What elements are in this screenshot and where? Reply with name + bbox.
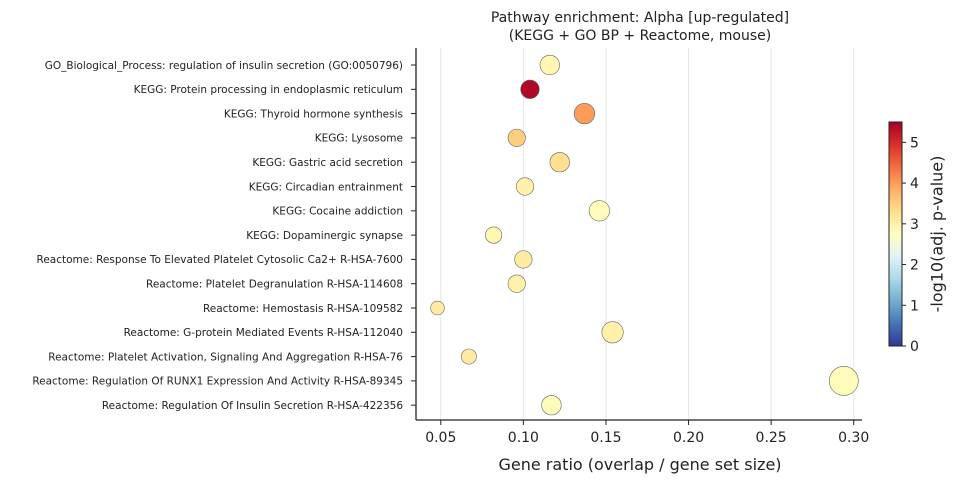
data-point <box>507 128 526 147</box>
data-point <box>588 200 610 222</box>
colorbar: 0 1 2 3 4 5 <box>888 121 919 355</box>
data-point <box>601 321 624 344</box>
x-tick-label: 0.30 <box>838 430 869 446</box>
data-point <box>460 348 477 365</box>
data-point <box>541 395 562 416</box>
data-point <box>828 366 859 396</box>
chart-title-line-2: (KEGG + GO BP + Reactome, mouse) <box>509 28 771 44</box>
data-point <box>520 79 540 99</box>
y-tick-label: Reactome: Hemostasis R-HSA-109582 <box>203 303 403 315</box>
colorbar-tick-label: 3 <box>910 217 919 233</box>
y-tick-label: KEGG: Lysosome <box>315 133 403 145</box>
colorbar-tick-label: 1 <box>910 298 919 314</box>
colorbar-tick-label: 5 <box>910 135 919 151</box>
data-point <box>549 152 570 173</box>
colorbar-gradient <box>888 121 903 347</box>
y-tick-label: Reactome: Platelet Activation, Signaling… <box>48 351 403 363</box>
y-tick-label: KEGG: Thyroid hormone synthesis <box>224 108 403 120</box>
y-tick-label: Reactome: G-protein Mediated Events R-HS… <box>124 327 403 339</box>
data-point <box>539 54 560 76</box>
y-tick-label: Reactome: Response To Elevated Platelet … <box>37 254 403 266</box>
colorbar-tick-label: 4 <box>910 176 919 192</box>
data-points <box>430 54 859 416</box>
x-axis-label: Gene ratio (overlap / gene set size) <box>498 455 781 474</box>
y-tick-label: KEGG: Circadian entrainment <box>249 181 403 193</box>
x-tick-label: 0.15 <box>590 430 621 446</box>
x-axis-ticks: 0.05 0.10 0.15 0.20 0.25 0.30 <box>425 420 869 446</box>
colorbar-label: -log10(adj. p-value) <box>928 156 947 313</box>
y-tick-label: GO_Biological_Process: regulation of ins… <box>45 60 403 72</box>
y-tick-label: KEGG: Dopaminergic synapse <box>246 230 403 242</box>
colorbar-tick-label: 0 <box>910 339 919 355</box>
chart-title-line-1: Pathway enrichment: Alpha [up-regulated] <box>491 10 789 26</box>
data-point <box>430 300 445 316</box>
x-tick-label: 0.05 <box>425 430 456 446</box>
y-tick-label: Reactome: Regulation Of Insulin Secretio… <box>102 400 403 412</box>
data-point <box>573 103 596 125</box>
grid-lines <box>440 48 855 420</box>
axes <box>415 48 862 421</box>
y-tick-label: Reactome: Platelet Degranulation R-HSA-1… <box>146 279 403 291</box>
y-tick-label: KEGG: Cocaine addiction <box>272 206 403 218</box>
y-axis-term-labels: GO_Biological_Process: regulation of ins… <box>32 60 416 412</box>
x-tick-label: 0.20 <box>673 430 704 446</box>
y-tick-label: KEGG: Gastric acid secretion <box>252 157 403 169</box>
x-tick-label: 0.10 <box>508 430 539 446</box>
y-tick-label: KEGG: Protein processing in endoplasmic … <box>134 84 403 96</box>
x-tick-label: 0.25 <box>756 430 787 446</box>
y-tick-label: Reactome: Regulation Of RUNX1 Expression… <box>32 376 403 388</box>
data-point <box>514 250 533 269</box>
data-point <box>507 274 526 293</box>
colorbar-tick-label: 2 <box>910 258 919 274</box>
data-point <box>485 226 503 244</box>
data-point <box>515 177 535 196</box>
